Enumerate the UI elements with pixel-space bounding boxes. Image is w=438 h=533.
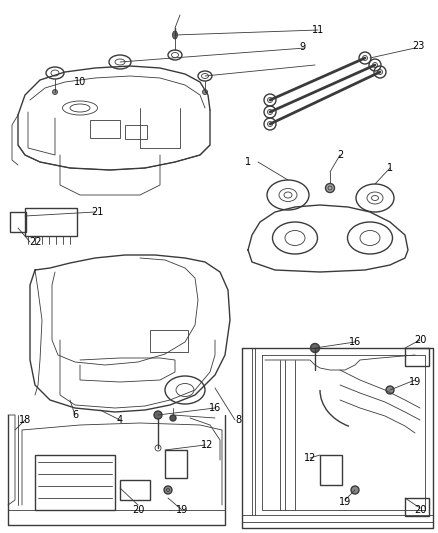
Text: 20: 20	[414, 335, 426, 345]
Bar	[405, 348, 429, 366]
Text: 19: 19	[176, 505, 188, 515]
Ellipse shape	[386, 386, 394, 394]
Bar	[150, 330, 188, 352]
Text: 20: 20	[414, 505, 426, 515]
Bar	[10, 212, 26, 232]
Bar	[320, 455, 342, 485]
Text: 21: 21	[91, 207, 103, 217]
Text: 1: 1	[245, 157, 251, 167]
Text: 12: 12	[201, 440, 213, 450]
Text: 4: 4	[117, 415, 123, 425]
Text: 18: 18	[19, 415, 31, 425]
Text: 16: 16	[349, 337, 361, 347]
Ellipse shape	[311, 343, 319, 352]
Text: 20: 20	[132, 505, 144, 515]
Bar	[405, 498, 429, 516]
Ellipse shape	[170, 415, 176, 421]
Ellipse shape	[202, 90, 208, 94]
Text: 11: 11	[312, 25, 324, 35]
Bar	[90, 120, 120, 138]
Text: 2: 2	[337, 150, 343, 160]
Bar	[165, 450, 187, 478]
Ellipse shape	[53, 90, 57, 94]
Bar	[125, 125, 147, 139]
Text: 6: 6	[72, 410, 78, 420]
Text: 16: 16	[209, 403, 221, 413]
Text: 9: 9	[299, 42, 305, 52]
Ellipse shape	[325, 183, 335, 192]
Text: 8: 8	[235, 415, 241, 425]
Text: 23: 23	[412, 41, 424, 51]
Ellipse shape	[154, 411, 162, 419]
Bar	[120, 480, 150, 500]
Text: 22: 22	[29, 237, 41, 247]
Ellipse shape	[351, 486, 359, 494]
Text: 12: 12	[304, 453, 316, 463]
Bar	[35, 455, 115, 510]
Text: 19: 19	[409, 377, 421, 387]
Ellipse shape	[164, 486, 172, 494]
Ellipse shape	[173, 31, 177, 39]
Bar	[25, 208, 77, 236]
Text: 10: 10	[74, 77, 86, 87]
Text: 19: 19	[339, 497, 351, 507]
Text: 1: 1	[387, 163, 393, 173]
